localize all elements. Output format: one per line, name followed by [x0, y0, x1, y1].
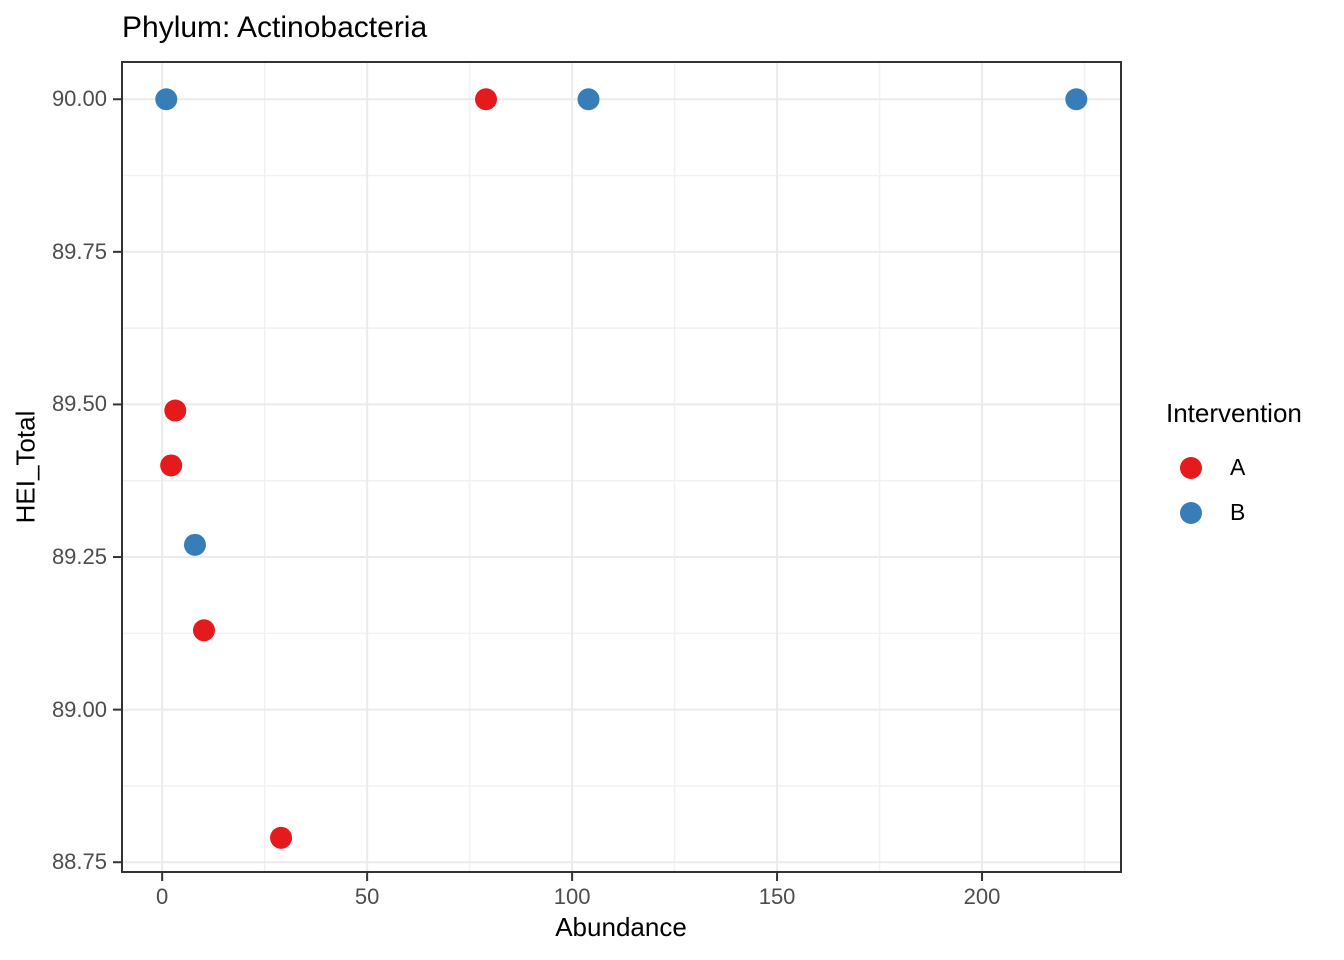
plot-title: Phylum: Actinobacteria — [122, 11, 428, 44]
x-tick-label: 200 — [963, 884, 1001, 909]
x-tick-label: 0 — [156, 884, 169, 909]
panel-border — [121, 61, 1122, 873]
data-point-A — [164, 399, 187, 422]
y-tick-label: 89.75 — [51, 238, 107, 264]
data-point-A — [160, 454, 183, 477]
legend-key-dot-icon — [1180, 501, 1202, 524]
x-tick-label: 50 — [354, 884, 380, 909]
y-tick-label: 90.00 — [51, 86, 107, 112]
data-point-A — [270, 826, 293, 849]
legend-title: Intervention — [1166, 398, 1302, 428]
y-tick-label: 89.00 — [51, 696, 107, 722]
legend-item-A: A — [1166, 445, 1336, 490]
y-tick-label: 88.75 — [51, 849, 107, 875]
data-point-A — [475, 88, 498, 111]
data-point-B — [1065, 88, 1088, 111]
legend-label: B — [1230, 499, 1246, 525]
data-point-A — [192, 619, 215, 642]
y-tick-label: 89.25 — [51, 544, 107, 570]
data-point-B — [183, 533, 206, 556]
legend-label: A — [1230, 454, 1246, 480]
data-point-B — [155, 88, 178, 111]
legend-item-B: B — [1166, 490, 1336, 535]
legend-key-dot-icon — [1180, 456, 1202, 479]
x-axis-title: Abundance — [555, 912, 687, 942]
x-tick-label: 100 — [553, 884, 591, 909]
x-tick-label: 150 — [758, 884, 796, 909]
data-point-B — [577, 88, 600, 111]
y-tick-label: 89.50 — [51, 391, 107, 417]
y-axis-title: HEI_Total — [10, 410, 41, 524]
